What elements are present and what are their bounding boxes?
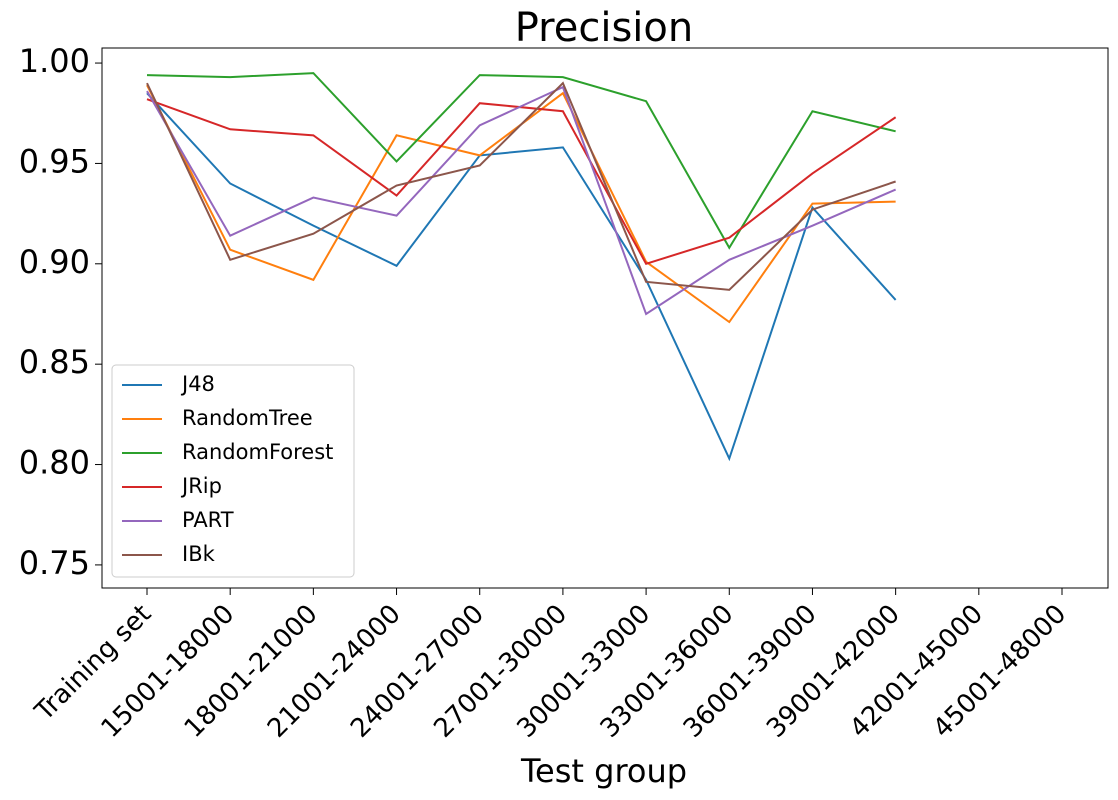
legend: J48 RandomTree RandomForest JRip PART IBk xyxy=(111,364,355,578)
series-line xyxy=(146,81,896,291)
y-tick-label: 0.90 xyxy=(19,243,90,281)
series-line xyxy=(146,85,897,316)
chart-title: Precision xyxy=(515,5,693,51)
legend-label: PART xyxy=(182,508,234,532)
y-tick-label: 0.75 xyxy=(19,544,90,582)
y-tick-label: 1.00 xyxy=(19,42,90,80)
legend-box xyxy=(111,364,355,578)
series-line xyxy=(146,72,896,250)
legend-label: IBk xyxy=(182,542,216,566)
legend-label: JRip xyxy=(180,474,222,498)
legend-label: J48 xyxy=(180,372,215,396)
y-tick-label: 0.80 xyxy=(19,444,90,482)
y-tick-label: 0.95 xyxy=(19,142,90,180)
series-line xyxy=(146,92,897,462)
legend-label: RandomForest xyxy=(182,440,333,464)
series-line xyxy=(146,84,896,324)
legend-label: RandomTree xyxy=(182,406,313,430)
plot-frame xyxy=(101,47,1109,589)
y-tick-label: 0.85 xyxy=(19,343,90,381)
x-axis-label: Test group xyxy=(520,752,687,790)
